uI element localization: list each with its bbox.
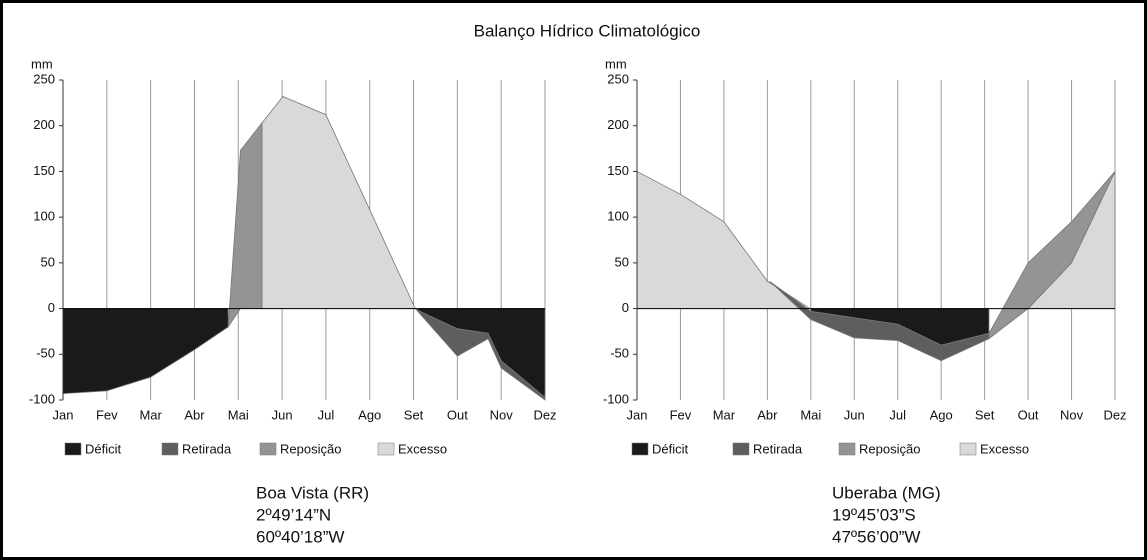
y-tick-label: 200 xyxy=(607,117,629,132)
caption: 60º40’18”W xyxy=(256,527,344,546)
legend-swatch xyxy=(259,442,277,456)
y-tick-label: -50 xyxy=(610,346,629,361)
caption: 19º45’03”S xyxy=(832,505,916,524)
x-tick-label: Set xyxy=(404,407,424,422)
legend-swatch xyxy=(631,442,649,456)
legend-swatch xyxy=(377,442,395,456)
x-tick-label: Ago xyxy=(358,407,381,422)
legend-label: Reposição xyxy=(859,441,920,456)
y-tick-label: 200 xyxy=(33,117,55,132)
x-tick-label: Dez xyxy=(533,407,556,422)
y-tick-label: 0 xyxy=(622,300,629,315)
x-tick-label: Abr xyxy=(184,407,205,422)
x-tick-label: Fev xyxy=(96,407,118,422)
x-tick-label: Dez xyxy=(1103,407,1126,422)
legend-swatch xyxy=(161,442,179,456)
y-tick-label: -100 xyxy=(603,391,629,406)
caption: Boa Vista (RR) xyxy=(256,483,369,502)
area xyxy=(227,121,263,329)
y-tick-label: 150 xyxy=(607,163,629,178)
x-tick-label: Jun xyxy=(272,407,293,422)
y-tick-label: -50 xyxy=(36,346,55,361)
x-tick-label: Mar xyxy=(713,407,736,422)
x-tick-label: Abr xyxy=(757,407,778,422)
x-tick-label: Mai xyxy=(800,407,821,422)
x-tick-label: Jul xyxy=(889,407,906,422)
x-tick-label: Ago xyxy=(930,407,953,422)
area xyxy=(988,171,1116,340)
x-tick-label: Out xyxy=(1018,407,1039,422)
x-tick-label: Fev xyxy=(670,407,692,422)
x-tick-label: Mai xyxy=(228,407,249,422)
legend-swatch xyxy=(959,442,977,456)
chart-title: Balanço Hídrico Climatológico xyxy=(474,21,701,40)
legend-swatch xyxy=(732,442,750,456)
y-tick-label: 50 xyxy=(41,254,55,269)
legend-swatch xyxy=(838,442,856,456)
caption: Uberaba (MG) xyxy=(832,483,941,502)
caption: 2º49’14”N xyxy=(256,505,331,524)
legend-label: Excesso xyxy=(398,441,447,456)
y-tick-label: 100 xyxy=(33,209,55,224)
x-tick-label: Out xyxy=(447,407,468,422)
y-tick-label: 250 xyxy=(33,71,55,86)
y-tick-label: -100 xyxy=(29,391,55,406)
x-tick-label: Nov xyxy=(490,407,514,422)
caption: 47º56’00”W xyxy=(832,527,920,546)
legend-label: Déficit xyxy=(85,441,122,456)
x-tick-label: Mar xyxy=(139,407,162,422)
legend-label: Reposição xyxy=(280,441,341,456)
y-tick-label: 150 xyxy=(33,163,55,178)
legend-swatch xyxy=(64,442,82,456)
y-axis-unit: mm xyxy=(31,56,53,71)
y-axis-unit: mm xyxy=(605,56,627,71)
x-tick-label: Nov xyxy=(1060,407,1084,422)
y-tick-label: 50 xyxy=(615,254,629,269)
x-tick-label: Jan xyxy=(53,407,74,422)
y-tick-label: 100 xyxy=(607,209,629,224)
x-tick-label: Jun xyxy=(844,407,865,422)
x-tick-label: Set xyxy=(975,407,995,422)
legend-label: Excesso xyxy=(980,441,1029,456)
x-tick-label: Jan xyxy=(627,407,648,422)
legend-label: Retirada xyxy=(182,441,232,456)
legend-label: Retirada xyxy=(753,441,803,456)
legend-label: Déficit xyxy=(652,441,689,456)
y-tick-label: 0 xyxy=(48,300,55,315)
x-tick-label: Jul xyxy=(318,407,335,422)
y-tick-label: 250 xyxy=(607,71,629,86)
